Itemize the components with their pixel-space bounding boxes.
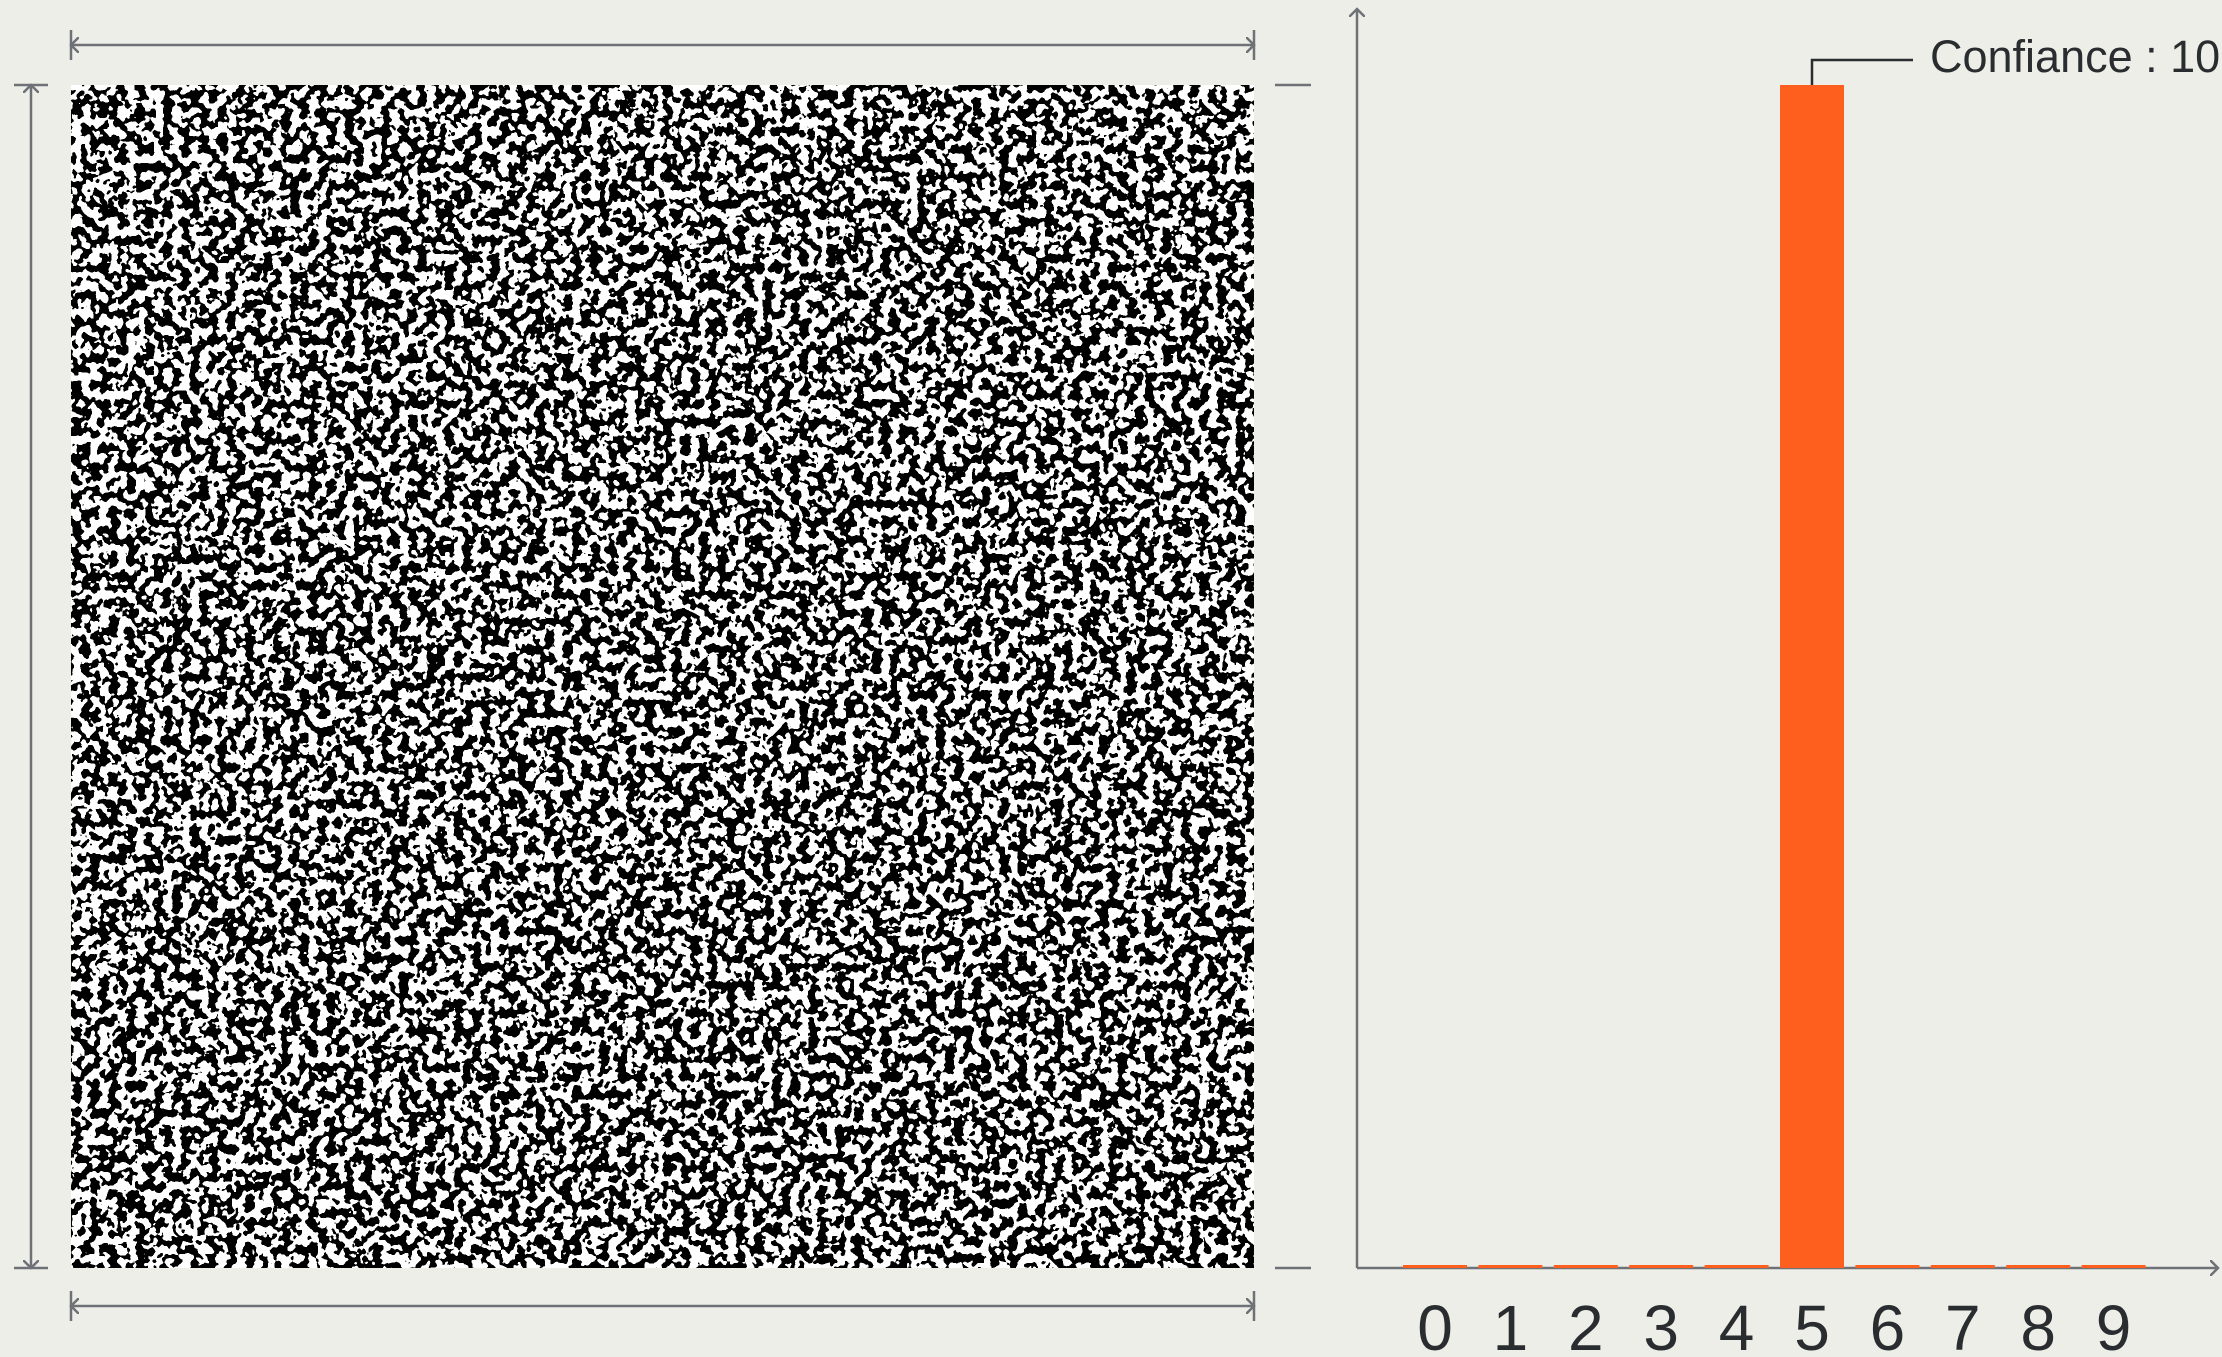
x-tick-label: 8 — [2020, 1292, 2056, 1357]
x-tick-label: 2 — [1568, 1292, 1604, 1357]
x-tick-label: 4 — [1719, 1292, 1755, 1357]
x-tick-label: 9 — [2096, 1292, 2132, 1357]
x-tick-label: 7 — [1945, 1292, 1981, 1357]
x-tick-label: 0 — [1417, 1292, 1453, 1357]
bar — [1554, 1265, 1618, 1268]
x-tick-label: 3 — [1643, 1292, 1679, 1357]
page: {"chart_data": {"type": "bar", "categori… — [0, 0, 2222, 1357]
annotation: Confiance : 10 — [1930, 31, 2220, 82]
x-tick-label: 1 — [1493, 1292, 1529, 1357]
x-tick-label: 6 — [1870, 1292, 1906, 1357]
bar — [1931, 1265, 1995, 1268]
bar — [1705, 1265, 1769, 1268]
bar — [1629, 1265, 1693, 1268]
bar — [1780, 85, 1844, 1268]
bar — [1855, 1265, 1919, 1268]
bar — [1403, 1265, 1467, 1268]
screen: Confiance : 10 0123456789 — [0, 0, 2222, 1357]
bar — [2006, 1265, 2070, 1268]
bar — [2082, 1265, 2146, 1268]
x-tick-label: 5 — [1794, 1292, 1830, 1357]
bar — [1478, 1265, 1542, 1268]
noise-image — [71, 85, 1254, 1268]
annotation-leader — [1812, 60, 1913, 85]
